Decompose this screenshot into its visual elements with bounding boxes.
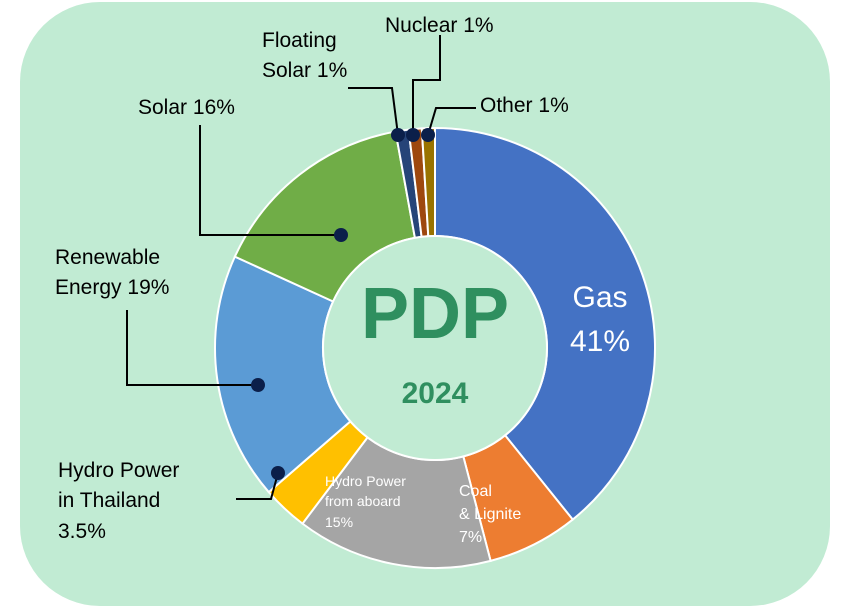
- category-label: Floating Solar: [262, 29, 337, 83]
- value-label: 1%: [463, 14, 494, 37]
- category-label: Gas: [572, 281, 628, 314]
- segment-label: Hydro Power from aboard 15%: [325, 471, 406, 532]
- category-label: Nuclear: [385, 14, 458, 37]
- leader-dot: [251, 378, 265, 392]
- value-label: 15%: [325, 513, 354, 530]
- leader-dot: [391, 128, 405, 142]
- segment-label: Solar 16%: [138, 93, 235, 123]
- segment-label: Renewable Energy 19%: [55, 243, 169, 304]
- segment-label: Hydro Power in Thailand 3.5%: [58, 456, 179, 547]
- value-label: 19%: [127, 276, 170, 300]
- segment-label: Nuclear 1%: [385, 11, 494, 41]
- category-label: Hydro Power in Thailand: [58, 459, 180, 513]
- segment-label: Floating Solar 1%: [262, 26, 347, 87]
- value-label: 3.5%: [58, 519, 106, 543]
- value-label: 1%: [316, 59, 348, 83]
- category-label: Coal & Lignite: [459, 483, 522, 524]
- segment-label: Other 1%: [480, 91, 569, 121]
- leader-dot: [406, 128, 420, 142]
- category-label: Hydro Power from aboard: [325, 473, 406, 510]
- category-label: Solar: [138, 96, 188, 119]
- value-label: 1%: [538, 94, 569, 117]
- leader-line: [348, 87, 399, 136]
- leader-line: [199, 125, 341, 236]
- leader-line: [126, 310, 258, 386]
- center-subtitle: 2024: [402, 377, 469, 410]
- value-label: 16%: [192, 96, 235, 119]
- leader-dot: [334, 228, 348, 242]
- category-label: Renewable Energy: [55, 246, 161, 300]
- leader-line: [412, 35, 441, 135]
- leader-dot: [271, 466, 285, 480]
- leader-dot: [421, 128, 435, 142]
- donut-hole: [322, 235, 548, 461]
- leader-line: [427, 107, 476, 136]
- category-label: Other: [480, 94, 533, 117]
- leader-line: [236, 472, 279, 500]
- segment-label: Coal & Lignite 7%: [459, 480, 521, 550]
- center-title: PDP: [361, 274, 509, 354]
- value-label: 7%: [459, 529, 483, 547]
- segment-label: Gas 41%: [560, 276, 640, 363]
- value-label: 41%: [569, 324, 631, 358]
